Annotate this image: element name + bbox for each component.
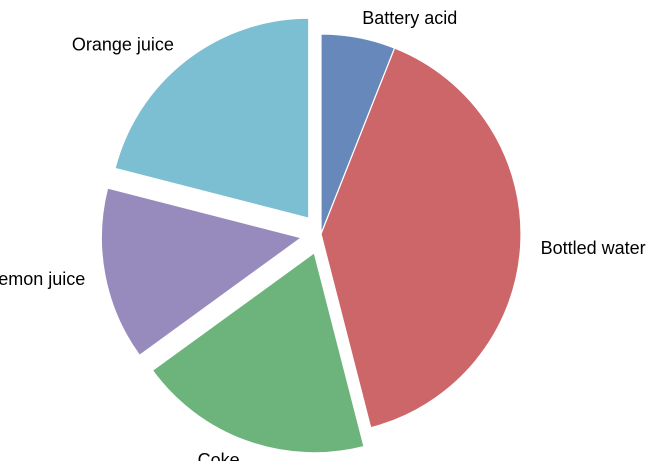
pie-label-coke: Coke bbox=[198, 450, 240, 461]
pie-slice-orange-juice bbox=[114, 17, 310, 219]
pie-labels: Battery acid Bottled water Coke Lemon juice… bbox=[0, 8, 646, 461]
pie-label-battery-acid: Battery acid bbox=[362, 8, 457, 28]
pie-slice-coke bbox=[151, 251, 365, 454]
pie-slice-bottled-water bbox=[320, 47, 522, 429]
pie-slice-lemon-juice bbox=[100, 187, 303, 357]
pie-label-bottled-water: Bottled water bbox=[541, 238, 646, 258]
pie-label-orange-juice: Orange juice bbox=[72, 34, 174, 54]
pie-slices bbox=[100, 17, 522, 454]
pie-label-lemon-juice: Lemon juice bbox=[0, 269, 85, 289]
